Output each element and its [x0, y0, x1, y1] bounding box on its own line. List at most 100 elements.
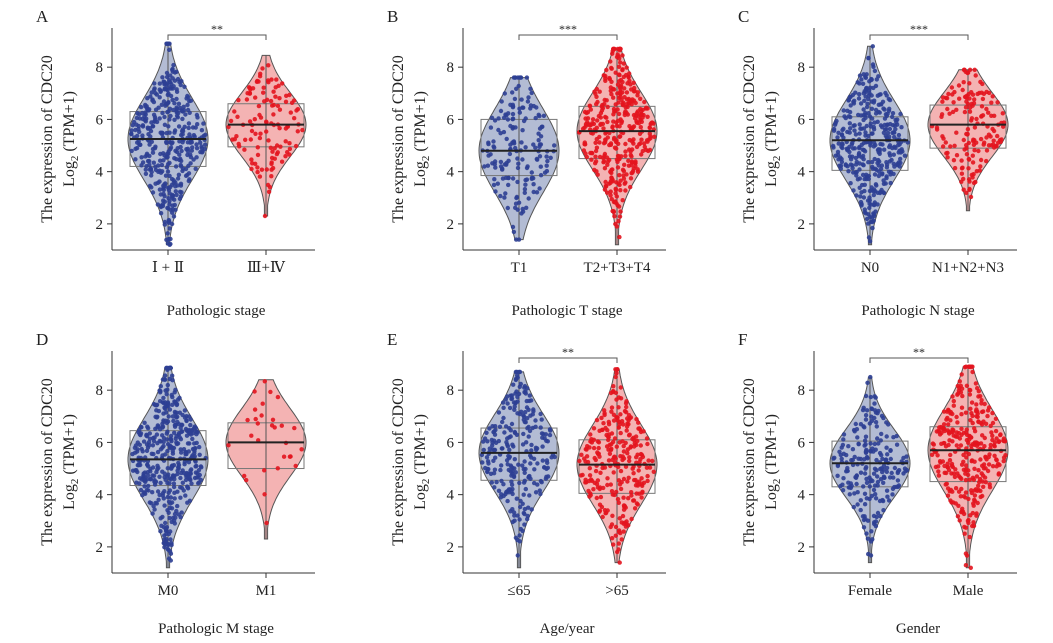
data-point: [830, 143, 836, 149]
y-tick-label: 4: [96, 165, 104, 181]
data-point: [630, 147, 635, 152]
data-point: [153, 107, 159, 112]
data-point: [506, 453, 511, 459]
data-point: [137, 461, 142, 466]
data-point: [629, 490, 634, 495]
data-point: [517, 369, 523, 375]
data-point: [504, 113, 509, 118]
significance-label: **: [913, 345, 925, 359]
data-point: [169, 141, 174, 146]
data-point: [857, 73, 863, 78]
data-point: [590, 117, 596, 122]
data-point: [943, 140, 948, 145]
data-point: [270, 417, 276, 422]
data-point: [875, 510, 881, 516]
data-point: [880, 172, 885, 177]
data-point: [874, 514, 879, 520]
data-point: [535, 461, 540, 466]
data-point: [620, 198, 625, 203]
data-point: [168, 145, 174, 150]
y-tick-label: 2: [798, 217, 806, 233]
data-point: [188, 422, 193, 428]
data-point: [182, 408, 188, 413]
data-point: [623, 153, 628, 159]
data-point: [538, 425, 543, 430]
data-point: [992, 113, 997, 119]
data-point: [839, 456, 844, 461]
data-point: [831, 128, 837, 133]
y-tick-label: 6: [798, 435, 806, 451]
data-point: [638, 117, 643, 123]
data-point: [544, 458, 550, 463]
data-point: [500, 419, 505, 425]
data-point: [161, 185, 166, 190]
data-point: [946, 422, 951, 427]
data-point: [955, 471, 960, 476]
data-point: [584, 154, 589, 160]
data-point: [631, 471, 636, 476]
data-point: [169, 506, 175, 511]
data-point: [268, 145, 273, 150]
data-point: [271, 102, 276, 108]
data-point: [833, 153, 838, 158]
data-point: [611, 418, 617, 423]
data-point: [520, 206, 525, 212]
data-point: [879, 431, 884, 437]
data-point: [249, 157, 254, 162]
data-point: [851, 504, 856, 510]
data-point: [882, 107, 887, 112]
data-point: [163, 173, 169, 178]
data-point: [961, 67, 967, 73]
data-point: [145, 445, 151, 450]
data-point: [160, 377, 166, 382]
data-point: [194, 112, 200, 118]
data-point: [936, 473, 942, 478]
data-point: [872, 394, 877, 399]
data-point: [611, 87, 617, 92]
data-point: [608, 142, 614, 147]
data-point: [870, 225, 875, 231]
data-point: [513, 470, 518, 475]
data-point: [954, 130, 959, 135]
data-point: [868, 441, 873, 446]
data-point: [176, 460, 181, 466]
data-point: [608, 59, 613, 64]
data-point: [618, 412, 623, 417]
data-point: [886, 96, 891, 102]
data-point: [942, 426, 947, 432]
data-point: [275, 394, 281, 400]
data-point: [613, 187, 619, 192]
data-point: [865, 536, 871, 541]
data-point: [616, 541, 621, 546]
data-point: [197, 444, 202, 450]
data-point: [978, 457, 983, 462]
data-point: [996, 439, 1001, 445]
data-point: [640, 454, 646, 460]
data-point: [984, 106, 989, 112]
data-point: [969, 400, 975, 405]
data-point: [594, 86, 599, 92]
data-point: [174, 441, 180, 447]
data-point: [183, 477, 189, 483]
data-point: [157, 474, 162, 479]
data-point: [522, 506, 528, 512]
data-point: [984, 135, 989, 140]
y-axis-label: The expression of CDC20: [741, 55, 758, 223]
data-point: [617, 516, 622, 521]
data-point: [952, 143, 957, 148]
data-point: [862, 471, 868, 476]
y-axis-label: The expression of CDC20: [39, 55, 56, 223]
data-point: [505, 498, 510, 504]
data-point: [945, 155, 950, 160]
y-axis-label-line1: The expression of CDC20: [39, 55, 56, 223]
data-point: [964, 190, 969, 195]
data-point: [183, 166, 189, 172]
data-point: [531, 103, 536, 109]
data-point: [888, 448, 893, 453]
data-point: [242, 147, 247, 152]
data-point: [974, 440, 979, 445]
data-point: [967, 364, 973, 369]
data-point: [533, 424, 538, 429]
data-point: [612, 436, 618, 441]
data-point: [526, 95, 531, 100]
